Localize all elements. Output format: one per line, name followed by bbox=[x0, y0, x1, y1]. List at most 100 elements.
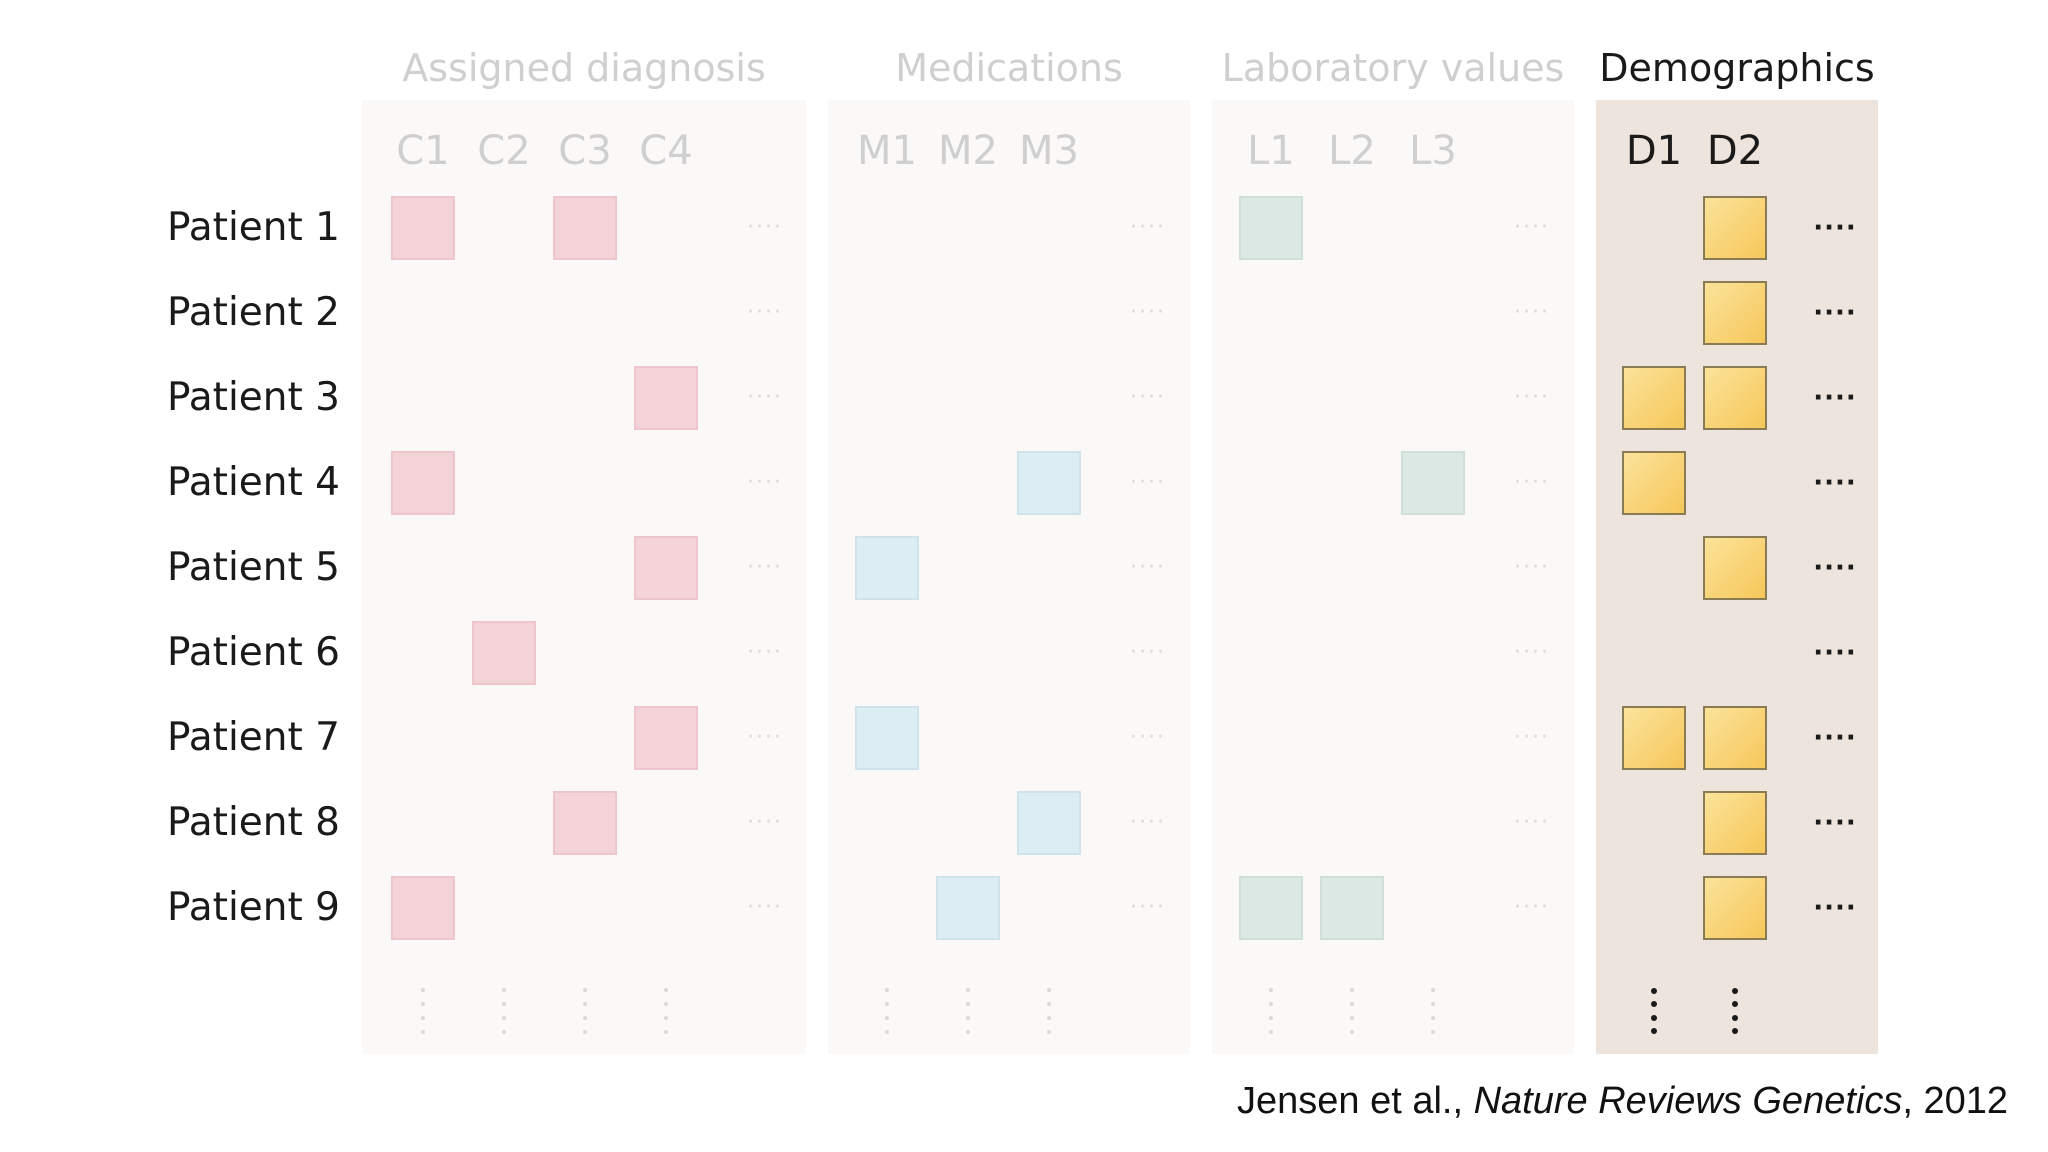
row-ellipsis-demo: ···· bbox=[1813, 553, 1857, 583]
row-ellipsis-lab: ···· bbox=[1514, 215, 1550, 240]
row-ellipsis-demo: ···· bbox=[1813, 298, 1857, 328]
patient-label: Patient 8 bbox=[166, 800, 340, 845]
row-ellipsis-med: ···· bbox=[1130, 470, 1166, 495]
row-ellipsis-diag: ···· bbox=[747, 385, 783, 410]
cell-l1 bbox=[1239, 196, 1303, 260]
row-ellipsis-lab: ···· bbox=[1514, 640, 1550, 665]
column-label-c1: C1 bbox=[396, 128, 450, 174]
row-ellipsis-med: ···· bbox=[1130, 725, 1166, 750]
row-ellipsis-demo: ···· bbox=[1813, 808, 1857, 838]
vertical-ellipsis-m2 bbox=[958, 988, 978, 1034]
row-ellipsis-diag: ···· bbox=[747, 555, 783, 580]
row-ellipsis-lab: ···· bbox=[1514, 810, 1550, 835]
cell-l2 bbox=[1320, 876, 1384, 940]
row-ellipsis-lab: ···· bbox=[1514, 470, 1550, 495]
cell-c4 bbox=[634, 366, 698, 430]
row-ellipsis-demo: ···· bbox=[1813, 723, 1857, 753]
cell-d2 bbox=[1703, 536, 1767, 600]
patient-label: Patient 2 bbox=[166, 290, 340, 335]
vertical-ellipsis-m1 bbox=[877, 988, 897, 1034]
vertical-ellipsis-l2 bbox=[1342, 988, 1362, 1034]
cell-l3 bbox=[1401, 451, 1465, 515]
row-ellipsis-demo: ···· bbox=[1813, 383, 1857, 413]
cell-c4 bbox=[634, 536, 698, 600]
row-ellipsis-diag: ···· bbox=[747, 640, 783, 665]
cell-d2 bbox=[1703, 876, 1767, 940]
column-label-d1: D1 bbox=[1625, 128, 1683, 174]
group-title-med: Medications bbox=[895, 46, 1123, 90]
cell-c4 bbox=[634, 706, 698, 770]
cell-d2 bbox=[1703, 791, 1767, 855]
row-ellipsis-med: ···· bbox=[1130, 385, 1166, 410]
citation-journal: Nature Reviews Genetics bbox=[1473, 1080, 1903, 1122]
citation-year: , 2012 bbox=[1902, 1080, 2008, 1122]
vertical-ellipsis-l3 bbox=[1423, 988, 1443, 1034]
vertical-ellipsis-c3 bbox=[575, 988, 595, 1034]
cell-c1 bbox=[391, 451, 455, 515]
row-ellipsis-lab: ···· bbox=[1514, 555, 1550, 580]
cell-d2 bbox=[1703, 366, 1767, 430]
vertical-ellipsis-c4 bbox=[656, 988, 676, 1034]
cell-c3 bbox=[553, 791, 617, 855]
vertical-ellipsis-d1 bbox=[1644, 988, 1664, 1034]
cell-l1 bbox=[1239, 876, 1303, 940]
patient-label: Patient 7 bbox=[166, 715, 340, 760]
group-title-demo: Demographics bbox=[1599, 46, 1875, 90]
column-label-l3: L3 bbox=[1409, 128, 1457, 174]
patient-label: Patient 4 bbox=[166, 460, 340, 505]
column-label-m2: M2 bbox=[938, 128, 998, 174]
row-ellipsis-lab: ···· bbox=[1514, 300, 1550, 325]
column-label-l1: L1 bbox=[1247, 128, 1295, 174]
cell-m3 bbox=[1017, 791, 1081, 855]
vertical-ellipsis-c1 bbox=[413, 988, 433, 1034]
column-label-l2: L2 bbox=[1328, 128, 1376, 174]
patient-label: Patient 6 bbox=[166, 630, 340, 675]
patient-label: Patient 3 bbox=[166, 375, 340, 420]
cell-d2 bbox=[1703, 196, 1767, 260]
row-ellipsis-med: ···· bbox=[1130, 555, 1166, 580]
row-ellipsis-diag: ···· bbox=[747, 470, 783, 495]
cell-d1 bbox=[1622, 451, 1686, 515]
patient-label: Patient 9 bbox=[166, 885, 340, 930]
cell-d1 bbox=[1622, 366, 1686, 430]
cell-m1 bbox=[855, 706, 919, 770]
column-label-m3: M3 bbox=[1019, 128, 1079, 174]
cell-c1 bbox=[391, 876, 455, 940]
row-ellipsis-diag: ···· bbox=[747, 300, 783, 325]
column-label-d2: D2 bbox=[1706, 128, 1764, 174]
column-label-c2: C2 bbox=[477, 128, 531, 174]
cell-c2 bbox=[472, 621, 536, 685]
vertical-ellipsis-d2 bbox=[1725, 988, 1745, 1034]
vertical-ellipsis-m3 bbox=[1039, 988, 1059, 1034]
cell-d2 bbox=[1703, 706, 1767, 770]
patient-label: Patient 1 bbox=[166, 205, 340, 250]
row-ellipsis-med: ···· bbox=[1130, 640, 1166, 665]
row-ellipsis-demo: ···· bbox=[1813, 638, 1857, 668]
row-ellipsis-lab: ···· bbox=[1514, 895, 1550, 920]
citation-authors: Jensen et al., bbox=[1237, 1080, 1474, 1122]
row-ellipsis-diag: ···· bbox=[747, 895, 783, 920]
row-ellipsis-diag: ···· bbox=[747, 215, 783, 240]
cell-m1 bbox=[855, 536, 919, 600]
row-ellipsis-med: ···· bbox=[1130, 895, 1166, 920]
row-ellipsis-lab: ···· bbox=[1514, 725, 1550, 750]
row-ellipsis-diag: ···· bbox=[747, 810, 783, 835]
row-ellipsis-demo: ···· bbox=[1813, 213, 1857, 243]
column-label-m1: M1 bbox=[857, 128, 917, 174]
group-title-diag: Assigned diagnosis bbox=[402, 46, 766, 90]
column-label-c3: C3 bbox=[558, 128, 612, 174]
column-label-c4: C4 bbox=[639, 128, 693, 174]
row-ellipsis-med: ···· bbox=[1130, 810, 1166, 835]
vertical-ellipsis-l1 bbox=[1261, 988, 1281, 1034]
row-ellipsis-demo: ···· bbox=[1813, 893, 1857, 923]
cell-d1 bbox=[1622, 706, 1686, 770]
patient-label: Patient 5 bbox=[166, 545, 340, 590]
row-ellipsis-lab: ···· bbox=[1514, 385, 1550, 410]
row-ellipsis-med: ···· bbox=[1130, 300, 1166, 325]
cell-m3 bbox=[1017, 451, 1081, 515]
group-title-lab: Laboratory values bbox=[1221, 46, 1565, 90]
cell-c1 bbox=[391, 196, 455, 260]
row-ellipsis-diag: ···· bbox=[747, 725, 783, 750]
row-ellipsis-demo: ···· bbox=[1813, 468, 1857, 498]
